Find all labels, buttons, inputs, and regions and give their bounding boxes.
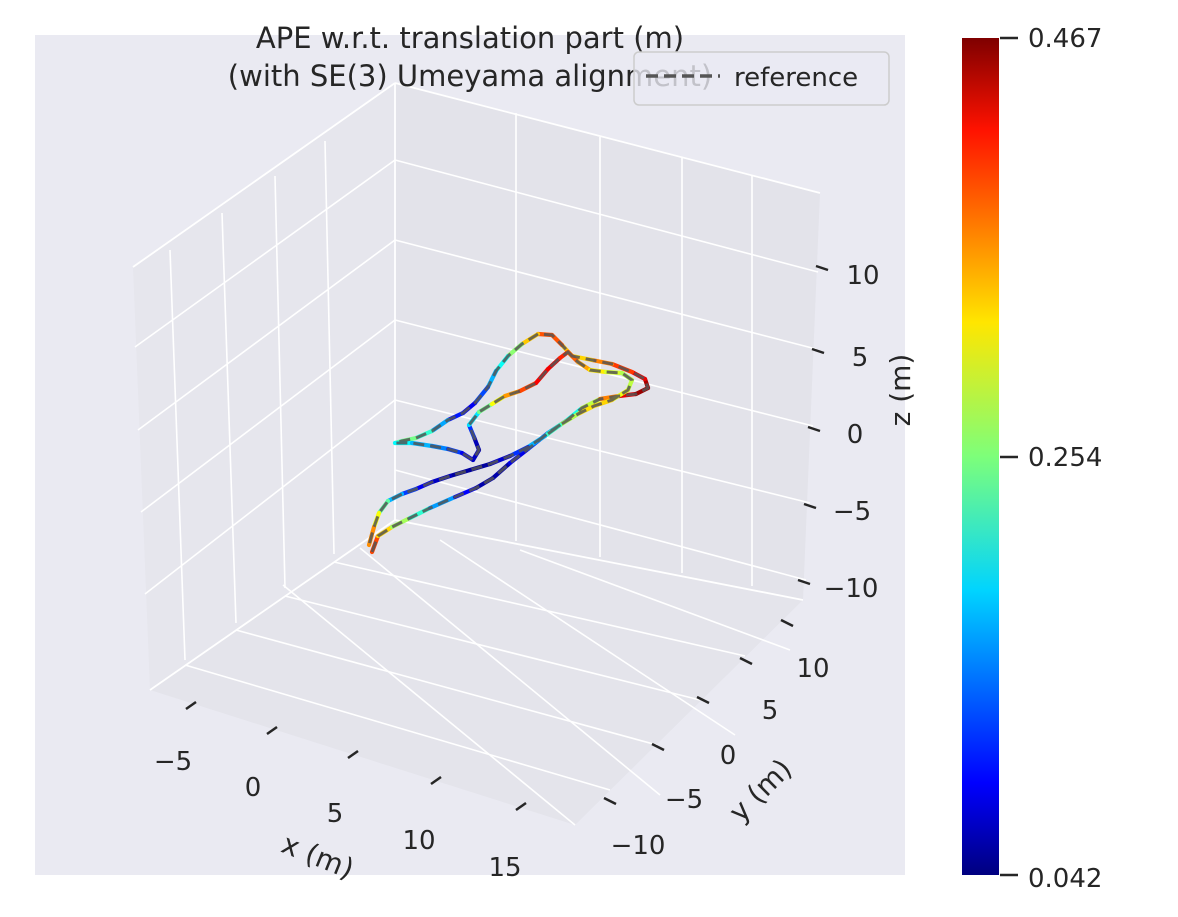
x-tick-mark [515, 801, 527, 812]
grid-line [519, 549, 791, 651]
z-tick-label: −10 [824, 574, 879, 604]
z-tick-label: 5 [852, 343, 869, 373]
grid-line [140, 319, 396, 513]
grid-line [221, 212, 237, 624]
z-tick-mark [807, 425, 821, 433]
x-tick-mark [430, 775, 442, 786]
grid-line [134, 159, 396, 348]
grid-line [282, 584, 576, 826]
y-tick-mark [780, 618, 794, 628]
z-tick-mark [811, 347, 825, 355]
grid-line [439, 539, 736, 736]
grid-lines [134, 113, 819, 826]
x-tick-label: 5 [327, 799, 344, 829]
y-tick-label: 10 [796, 654, 829, 684]
legend-reference-label: reference [734, 63, 858, 93]
colorbar-min-label: 0.042 [1028, 864, 1102, 894]
x-tick-label: 15 [488, 853, 521, 883]
grid-line [235, 629, 658, 746]
y-tick-mark [696, 695, 710, 705]
floor-pane [150, 520, 803, 825]
colorbar-max-label: 0.467 [1028, 24, 1102, 54]
grid-line [169, 249, 186, 661]
y-tick-mark [651, 742, 665, 752]
x-tick-label: 0 [245, 773, 262, 803]
grid-line [333, 561, 746, 657]
chart-title-line1: APE w.r.t. translation part (m) [256, 21, 684, 55]
grid-line [144, 399, 396, 595]
trajectory-series [366, 331, 651, 555]
y-tick-label: −10 [611, 831, 666, 861]
x-tick-labels: −5 0 5 10 15 [154, 747, 522, 883]
grid-line [394, 239, 817, 350]
z-tick-label: 10 [846, 261, 879, 291]
legend: reference [633, 51, 890, 106]
z-tick-label: 0 [847, 420, 864, 450]
y-tick-mark [739, 656, 753, 666]
tick-marks [185, 264, 829, 812]
x-tick-mark [185, 700, 197, 711]
grid-line [359, 547, 661, 796]
y-tick-label: 5 [762, 696, 779, 726]
y-tick-labels: −10 −5 0 5 10 [611, 654, 830, 861]
grid-line [184, 664, 611, 791]
z-tick-mark [797, 578, 811, 586]
z-tick-label: −5 [833, 497, 871, 527]
left-pane [133, 83, 395, 690]
grid-line [137, 239, 396, 431]
colorbar: 0.467 0.254 0.042 [962, 24, 1102, 894]
x-tick-label: 10 [402, 826, 435, 856]
reference-trajectory [367, 332, 650, 553]
chart-title-line2: (with SE(3) Umeyama alignment) [228, 59, 712, 93]
colorbar-mid-label: 0.254 [1028, 443, 1102, 473]
pane-edges [132, 82, 821, 691]
y-tick-label: 0 [720, 741, 737, 771]
grid-line [394, 399, 811, 504]
z-axis-label: z (m) [884, 354, 917, 427]
z-tick-mark [803, 502, 817, 510]
x-tick-label: −5 [154, 747, 192, 777]
z-tick-labels: −10 −5 0 5 10 [824, 261, 880, 604]
colorbar-gradient [962, 38, 999, 875]
y-tick-label: −5 [665, 785, 703, 815]
grid-line [394, 159, 819, 273]
y-tick-mark [603, 796, 617, 806]
grid-line [284, 595, 701, 701]
x-tick-mark [266, 725, 278, 736]
z-tick-mark [815, 264, 829, 272]
x-tick-mark [347, 749, 359, 760]
grid-line [394, 469, 807, 581]
legend-box [633, 51, 890, 106]
